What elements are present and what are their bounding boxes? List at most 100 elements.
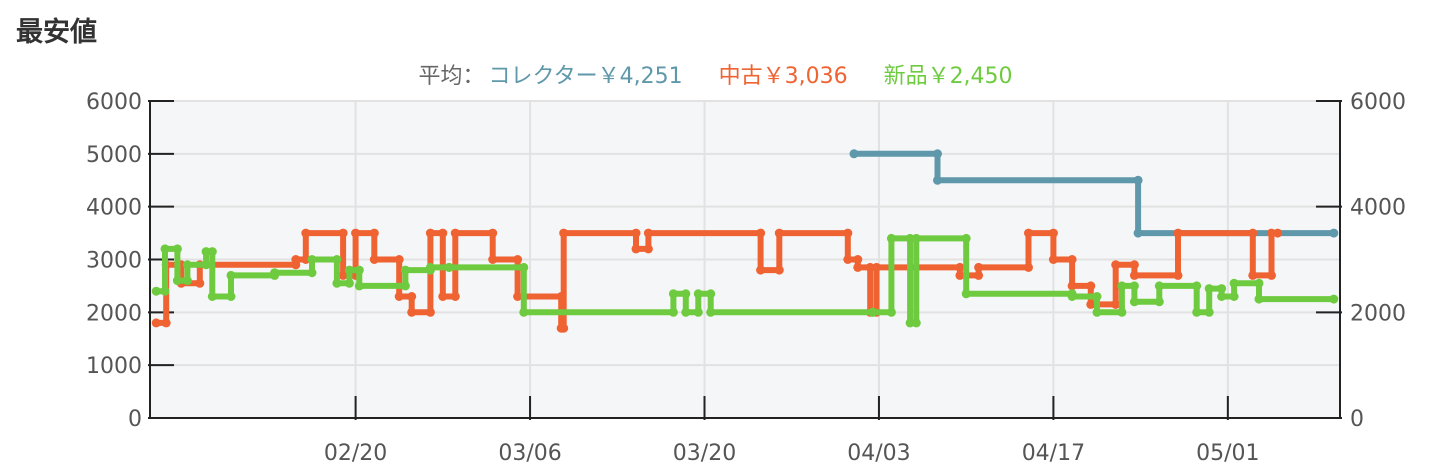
data-point	[681, 289, 691, 299]
data-point	[1204, 284, 1214, 294]
data-point	[643, 244, 653, 254]
x-tick-label: 03/06	[498, 441, 561, 466]
data-point	[1086, 299, 1096, 309]
data-point	[905, 233, 915, 243]
x-tick-label: 05/01	[1196, 441, 1259, 466]
data-point	[226, 270, 236, 280]
data-point	[1229, 292, 1239, 301]
data-point	[438, 228, 448, 238]
data-point	[1048, 255, 1058, 264]
data-point	[643, 228, 653, 238]
data-point	[226, 292, 236, 301]
data-point	[450, 292, 460, 301]
data-point	[631, 228, 641, 238]
data-point	[407, 307, 417, 317]
data-point	[394, 255, 404, 264]
data-point	[182, 260, 192, 270]
data-point	[1067, 292, 1077, 301]
data-point	[1129, 297, 1139, 307]
data-point	[151, 286, 161, 296]
y-tick-label-right: 4000	[1350, 196, 1406, 221]
data-point	[291, 255, 301, 264]
data-point	[354, 281, 364, 291]
data-point	[201, 247, 211, 257]
data-point	[681, 307, 691, 317]
data-point	[1329, 294, 1339, 304]
data-point	[332, 278, 342, 288]
data-point	[559, 228, 569, 238]
data-point	[519, 307, 529, 317]
data-point	[706, 307, 716, 317]
data-point	[849, 149, 859, 159]
data-point	[488, 228, 498, 238]
data-point	[369, 228, 379, 238]
data-point	[1273, 228, 1283, 238]
data-point	[270, 268, 280, 278]
series-line	[851, 150, 1337, 237]
x-tick-label: 02/20	[324, 441, 387, 466]
series-new	[151, 233, 1339, 328]
data-point	[853, 255, 863, 264]
data-point	[307, 255, 317, 264]
data-point	[488, 255, 498, 264]
data-point	[774, 265, 784, 275]
data-point	[172, 276, 182, 286]
data-point	[301, 228, 311, 238]
data-point	[1192, 307, 1202, 317]
data-point	[1133, 175, 1143, 185]
data-point	[559, 323, 569, 333]
y-tick-label-right: 2000	[1350, 301, 1406, 326]
data-point	[444, 262, 454, 272]
average-used: 中古￥3,036	[718, 64, 848, 89]
data-point	[1229, 278, 1239, 288]
data-point	[1173, 228, 1183, 238]
data-point	[338, 270, 348, 280]
data-point	[1067, 281, 1077, 291]
data-point	[853, 262, 863, 272]
data-point	[1117, 281, 1127, 291]
data-point	[207, 292, 217, 301]
data-point	[756, 228, 766, 238]
data-point	[425, 228, 435, 238]
data-point	[207, 247, 217, 257]
data-point	[955, 270, 965, 280]
data-point	[1173, 270, 1183, 280]
data-point	[1154, 297, 1164, 307]
average-prefix: 平均：	[418, 64, 485, 89]
data-point	[519, 262, 529, 272]
y-tick-label-left: 5000	[86, 143, 142, 168]
data-point	[1248, 228, 1258, 238]
data-point	[400, 265, 410, 275]
series-collector	[849, 149, 1339, 238]
data-point	[1067, 255, 1077, 264]
data-point	[868, 307, 878, 317]
page-title: 最安値	[16, 17, 97, 48]
data-point	[1154, 281, 1164, 291]
data-point	[911, 233, 921, 243]
data-point	[1129, 281, 1139, 291]
y-tick-label-left: 6000	[86, 90, 142, 115]
data-point	[1117, 307, 1127, 317]
data-point	[961, 289, 971, 299]
data-point	[668, 307, 678, 317]
data-point	[886, 233, 896, 243]
data-point	[301, 255, 311, 264]
average-price-summary: 平均： コレクター￥4,251 中古￥3,036 新品￥2,450	[0, 58, 1431, 90]
data-point	[351, 228, 361, 238]
data-point	[172, 244, 182, 254]
x-tick-label: 04/17	[1022, 441, 1085, 466]
data-point	[344, 278, 354, 288]
data-point	[1129, 270, 1139, 280]
data-point	[438, 292, 448, 301]
data-point	[1254, 278, 1264, 288]
x-tick-label: 03/20	[673, 441, 736, 466]
data-point	[338, 228, 348, 238]
data-point	[513, 292, 523, 301]
data-point	[1254, 294, 1264, 304]
data-point	[693, 307, 703, 317]
data-point	[1086, 281, 1096, 291]
data-point	[1111, 299, 1121, 309]
data-point	[706, 289, 716, 299]
data-point	[843, 228, 853, 238]
